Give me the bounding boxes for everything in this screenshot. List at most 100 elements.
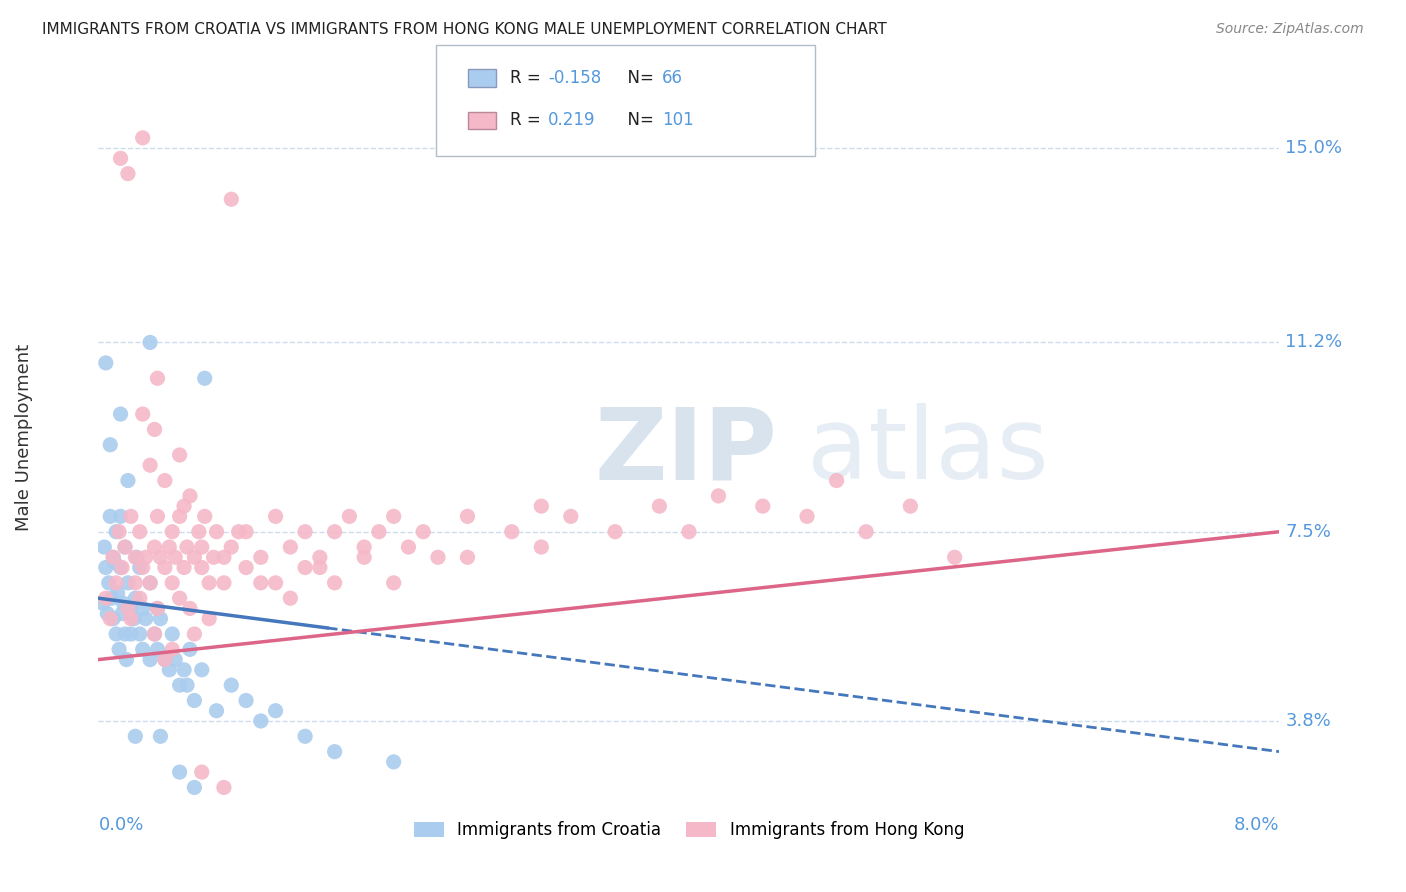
Point <box>169 509 191 524</box>
Point <box>146 509 169 524</box>
Point <box>198 575 221 590</box>
Point <box>120 612 142 626</box>
Point <box>135 550 157 565</box>
Point <box>294 560 316 574</box>
Point <box>111 607 134 621</box>
Point <box>173 560 195 574</box>
Point <box>194 509 217 524</box>
Point <box>139 652 162 666</box>
Point <box>943 550 966 565</box>
Point <box>235 524 257 539</box>
Point <box>530 499 553 513</box>
Point <box>153 652 176 666</box>
Point <box>128 627 150 641</box>
Point <box>132 601 155 615</box>
Point <box>97 575 120 590</box>
Point <box>187 524 209 539</box>
Point <box>125 550 148 565</box>
Point <box>353 540 375 554</box>
Text: 0.0%: 0.0% <box>98 815 143 834</box>
Point <box>309 560 332 574</box>
Text: Male Unemployment: Male Unemployment <box>15 343 34 531</box>
Point <box>139 575 162 590</box>
Point <box>139 335 162 350</box>
Point <box>139 458 162 473</box>
Point <box>98 438 121 452</box>
Point <box>124 729 146 743</box>
Point <box>323 745 346 759</box>
Point <box>648 499 671 513</box>
Point <box>105 627 128 641</box>
Point <box>111 560 134 574</box>
Point <box>107 586 129 600</box>
Point <box>323 524 346 539</box>
Point <box>98 612 121 626</box>
Point <box>162 642 183 657</box>
Point <box>114 540 136 554</box>
Text: R =: R = <box>510 112 547 129</box>
Point <box>146 642 169 657</box>
Point <box>221 540 243 554</box>
Text: 66: 66 <box>662 69 683 87</box>
Point <box>94 560 117 574</box>
Point <box>169 448 191 462</box>
Point <box>105 524 128 539</box>
Point <box>855 524 877 539</box>
Point <box>221 192 243 206</box>
Point <box>128 524 150 539</box>
Point <box>132 131 155 145</box>
Point <box>368 524 391 539</box>
Text: -0.158: -0.158 <box>548 69 602 87</box>
Point <box>176 678 198 692</box>
Point <box>412 524 434 539</box>
Point <box>110 509 132 524</box>
Point <box>183 627 205 641</box>
Point <box>105 575 128 590</box>
Point <box>117 575 139 590</box>
Text: 15.0%: 15.0% <box>1285 139 1343 157</box>
Point <box>796 509 818 524</box>
Point <box>169 678 191 692</box>
Point <box>110 407 132 421</box>
Point <box>165 550 187 565</box>
Point <box>382 575 405 590</box>
Point <box>157 540 180 554</box>
Point <box>132 642 155 657</box>
Point <box>309 550 332 565</box>
Point <box>124 575 146 590</box>
Point <box>143 627 166 641</box>
Point <box>110 560 132 574</box>
Point <box>103 550 125 565</box>
Point <box>96 607 118 621</box>
Point <box>382 509 405 524</box>
Point <box>179 642 201 657</box>
Text: 3.8%: 3.8% <box>1285 712 1331 730</box>
Point <box>501 524 523 539</box>
Legend: Immigrants from Croatia, Immigrants from Hong Kong: Immigrants from Croatia, Immigrants from… <box>408 814 970 846</box>
Point <box>191 765 214 780</box>
Point <box>900 499 922 513</box>
Point <box>114 540 136 554</box>
Point <box>153 652 176 666</box>
Point <box>114 627 136 641</box>
Point <box>191 663 214 677</box>
Point <box>149 612 172 626</box>
Point <box>678 524 700 539</box>
Point <box>108 524 131 539</box>
Text: Source: ZipAtlas.com: Source: ZipAtlas.com <box>1216 22 1364 37</box>
Point <box>162 627 183 641</box>
Point <box>183 780 205 795</box>
Point <box>250 575 273 590</box>
Point <box>183 550 205 565</box>
Point <box>120 509 142 524</box>
Point <box>132 560 155 574</box>
Point <box>117 601 139 615</box>
Point <box>530 540 553 554</box>
Point <box>294 729 316 743</box>
Point <box>457 550 479 565</box>
Point <box>280 540 302 554</box>
Point <box>707 489 730 503</box>
Point <box>294 524 316 539</box>
Point <box>128 560 150 574</box>
Point <box>100 591 122 606</box>
